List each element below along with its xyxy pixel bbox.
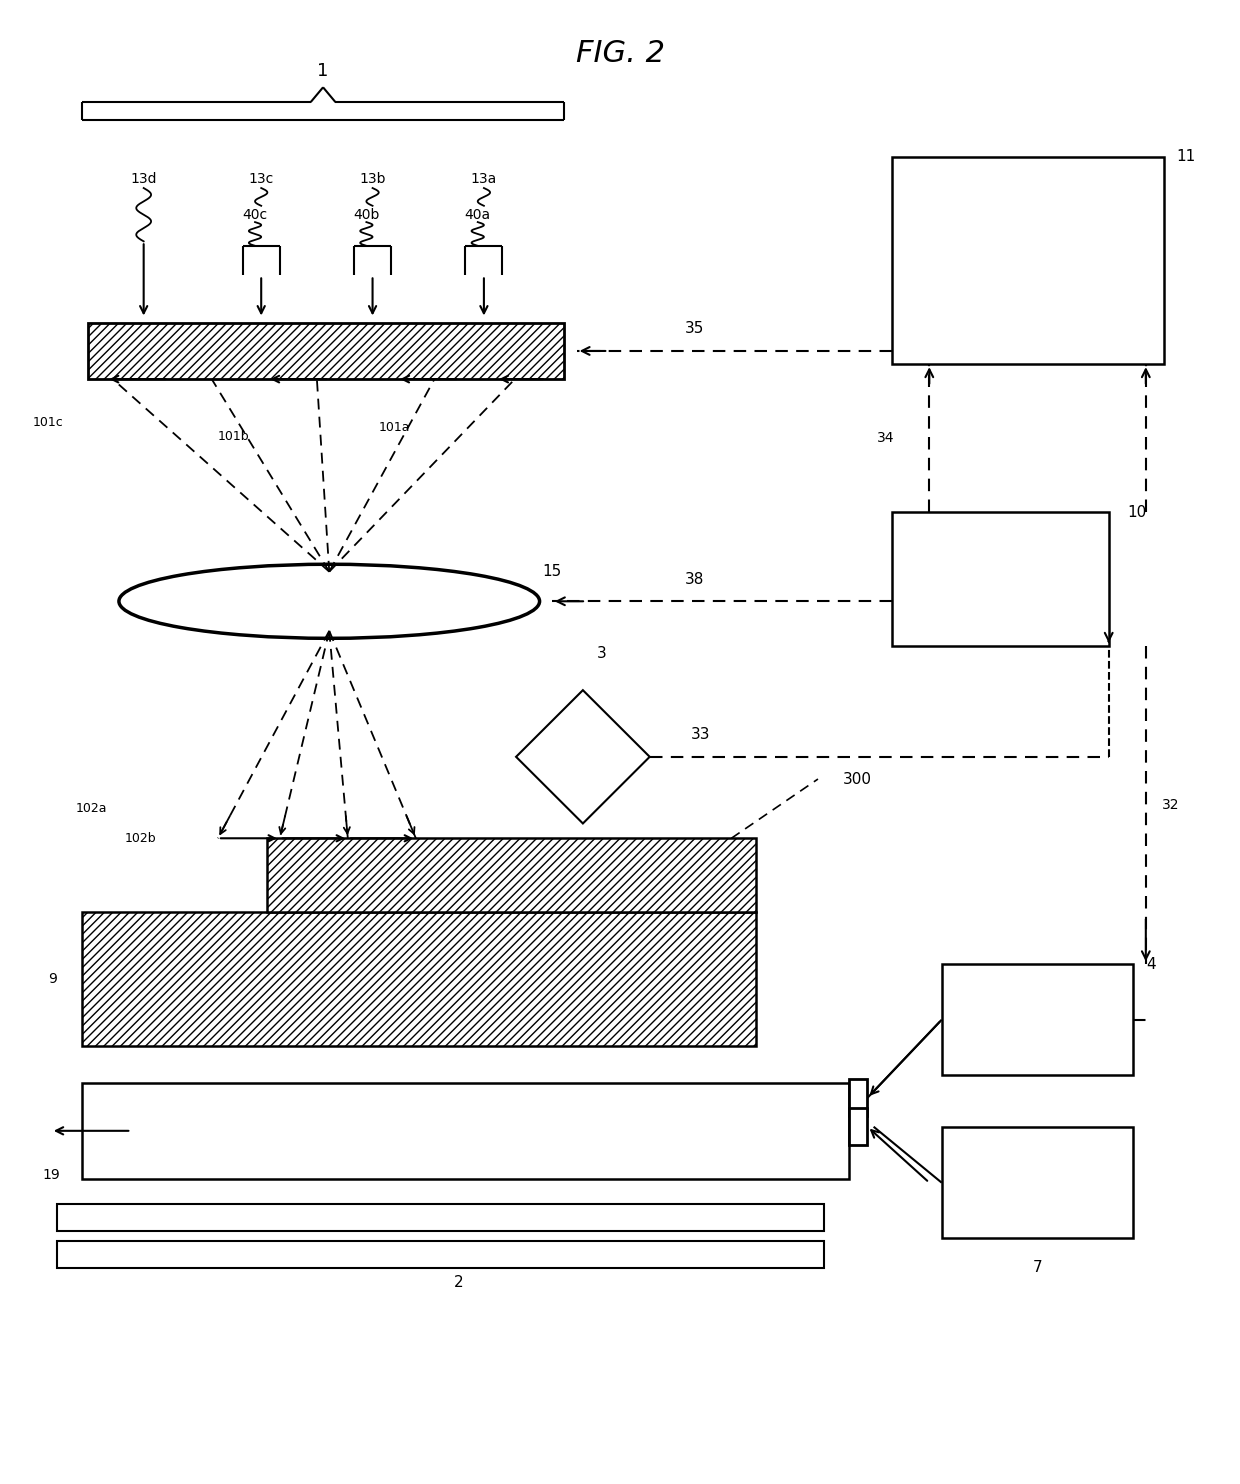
Bar: [82, 1083, 849, 1178]
Text: 300: 300: [843, 772, 872, 787]
Text: 3: 3: [596, 646, 606, 660]
Text: 4: 4: [1146, 957, 1156, 972]
Bar: [941, 965, 1133, 1076]
Text: FIG. 2: FIG. 2: [575, 39, 665, 68]
Bar: [88, 324, 564, 378]
Text: 40c: 40c: [243, 208, 268, 221]
Text: 13a: 13a: [471, 172, 497, 186]
Text: 35: 35: [684, 321, 704, 337]
Bar: [849, 1079, 868, 1116]
Text: 101a: 101a: [378, 421, 410, 435]
Bar: [893, 157, 1164, 364]
Text: 13d: 13d: [130, 172, 157, 186]
Text: 1: 1: [317, 62, 329, 80]
Bar: [82, 913, 756, 1046]
Text: 102c: 102c: [268, 841, 298, 855]
Text: 34: 34: [877, 432, 895, 445]
Text: 10: 10: [1127, 505, 1147, 519]
Text: 2: 2: [454, 1275, 464, 1290]
Bar: [57, 1241, 825, 1267]
Text: 15: 15: [542, 564, 562, 579]
Bar: [893, 512, 1109, 646]
Text: 102a: 102a: [76, 803, 107, 815]
Text: 40b: 40b: [353, 208, 379, 221]
Text: 101c: 101c: [32, 416, 63, 429]
Bar: [849, 1109, 868, 1146]
Text: 19: 19: [42, 1168, 60, 1183]
Text: 13b: 13b: [360, 172, 386, 186]
Text: 33: 33: [691, 727, 711, 742]
Text: 102b: 102b: [125, 831, 156, 844]
Text: 7: 7: [1033, 1260, 1043, 1275]
Text: 11: 11: [1177, 150, 1197, 165]
Polygon shape: [516, 690, 650, 824]
Text: 9: 9: [48, 972, 57, 985]
Text: 40a: 40a: [465, 208, 491, 221]
Text: 13c: 13c: [248, 172, 274, 186]
Text: 101b: 101b: [218, 430, 249, 444]
Text: 32: 32: [1162, 798, 1179, 812]
Text: 38: 38: [684, 571, 704, 586]
Bar: [941, 1128, 1133, 1238]
Bar: [268, 838, 756, 913]
Bar: [57, 1204, 825, 1230]
